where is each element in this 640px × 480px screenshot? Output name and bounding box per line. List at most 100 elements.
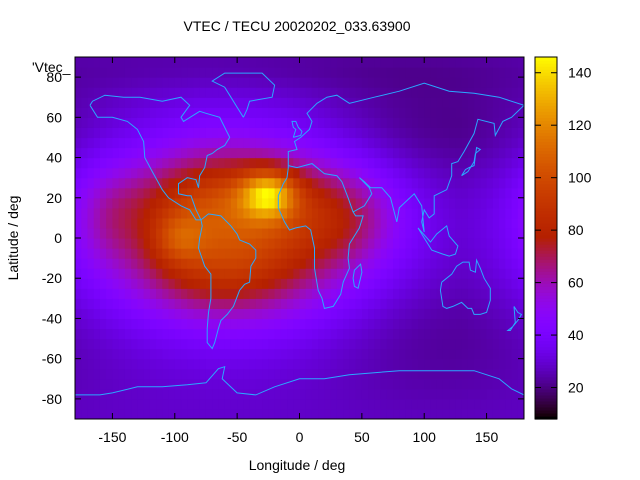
heatmap-cell — [230, 248, 238, 259]
heatmap-cell — [112, 207, 120, 219]
colorbar-band — [535, 126, 557, 130]
heatmap-cell — [517, 258, 524, 269]
heatmap-cell — [131, 87, 138, 98]
heatmap-cell — [505, 348, 513, 360]
heatmap-cell — [249, 248, 257, 259]
heatmap-cell — [249, 97, 257, 108]
heatmap-cell — [274, 157, 282, 169]
heatmap-cell — [81, 147, 89, 159]
heatmap-cell — [218, 217, 226, 229]
heatmap-cell — [467, 278, 475, 289]
heatmap-cell — [230, 238, 238, 249]
heatmap-cell — [517, 398, 524, 410]
heatmap-cell — [131, 318, 138, 330]
heatmap-cell — [205, 238, 213, 249]
heatmap-cell — [355, 127, 363, 139]
heatmap-cell — [330, 298, 338, 309]
heatmap-cell — [193, 408, 201, 419]
heatmap-cell — [430, 408, 438, 419]
heatmap-cell — [181, 398, 188, 410]
heatmap-cell — [305, 358, 313, 370]
heatmap-cell — [380, 308, 388, 320]
heatmap-cell — [499, 308, 506, 320]
heatmap-cell — [480, 107, 488, 118]
heatmap-cell — [118, 67, 126, 78]
heatmap-cell — [287, 288, 294, 299]
heatmap-cell — [405, 268, 413, 279]
heatmap-cell — [224, 117, 232, 128]
heatmap-cell — [355, 107, 363, 118]
heatmap-cell — [230, 137, 238, 149]
heatmap-cell — [168, 207, 176, 219]
heatmap-cell — [205, 328, 213, 340]
heatmap-cell — [280, 117, 288, 128]
heatmap-cell — [280, 107, 288, 118]
heatmap-cell — [93, 348, 101, 360]
heatmap-cell — [399, 258, 407, 269]
heatmap-cell — [405, 97, 413, 108]
heatmap-cell — [143, 227, 151, 239]
heatmap-cell — [399, 57, 407, 68]
heatmap-cell — [268, 137, 276, 149]
heatmap-cell — [237, 288, 244, 299]
heatmap-cell — [305, 408, 313, 419]
heatmap-cell — [112, 157, 120, 169]
heatmap-cell — [361, 318, 369, 330]
heatmap-cell — [262, 258, 269, 269]
heatmap-cell — [293, 358, 301, 370]
heatmap-cell — [274, 238, 282, 249]
heatmap-cell — [355, 318, 363, 330]
heatmap-cell — [205, 137, 213, 149]
heatmap-cell — [287, 318, 294, 330]
heatmap-cell — [455, 57, 463, 68]
heatmap-cell — [436, 328, 444, 340]
heatmap-cell — [75, 268, 82, 279]
heatmap-cell — [405, 117, 413, 128]
heatmap-cell — [311, 117, 319, 128]
heatmap-cell — [112, 368, 120, 380]
heatmap-cell — [424, 197, 432, 209]
heatmap-cell — [224, 348, 232, 360]
heatmap-cell — [374, 87, 382, 98]
heatmap-cell — [474, 378, 481, 390]
heatmap-cell — [75, 57, 82, 68]
heatmap-cell — [374, 147, 382, 159]
heatmap-cell — [193, 398, 201, 410]
heatmap-cell — [455, 248, 463, 259]
heatmap-cell — [505, 227, 513, 239]
heatmap-cell — [305, 177, 313, 189]
colorbar-band — [535, 198, 557, 203]
heatmap-cell — [411, 268, 419, 279]
heatmap-cell — [449, 147, 457, 159]
heatmap-cell — [486, 408, 494, 419]
heatmap-cell — [399, 77, 407, 88]
heatmap-cell — [480, 378, 488, 390]
heatmap-cell — [436, 338, 444, 350]
heatmap-cell — [93, 288, 101, 299]
heatmap-cell — [81, 227, 89, 239]
heatmap-cell — [162, 207, 170, 219]
heatmap-cell — [318, 378, 326, 390]
heatmap-cell — [93, 107, 101, 118]
heatmap-cell — [224, 338, 232, 350]
heatmap-cell — [143, 238, 151, 249]
heatmap-cell — [143, 298, 151, 309]
colorbar-band — [535, 367, 557, 372]
heatmap-cell — [162, 227, 170, 239]
heatmap-cell — [380, 127, 388, 139]
heatmap-cell — [156, 248, 163, 259]
heatmap-cell — [187, 97, 195, 108]
heatmap-cell — [156, 227, 163, 239]
heatmap-cell — [137, 298, 145, 309]
heatmap-cell — [293, 308, 301, 320]
heatmap-cell — [499, 147, 506, 159]
heatmap-cell — [424, 67, 432, 78]
heatmap-cell — [187, 348, 195, 360]
heatmap-cell — [262, 308, 269, 320]
heatmap-cell — [268, 288, 276, 299]
heatmap-cell — [174, 328, 182, 340]
colorbar-band — [535, 388, 557, 393]
heatmap-cell — [368, 67, 375, 78]
heatmap-cell — [318, 348, 326, 360]
heatmap-cell — [124, 288, 132, 299]
